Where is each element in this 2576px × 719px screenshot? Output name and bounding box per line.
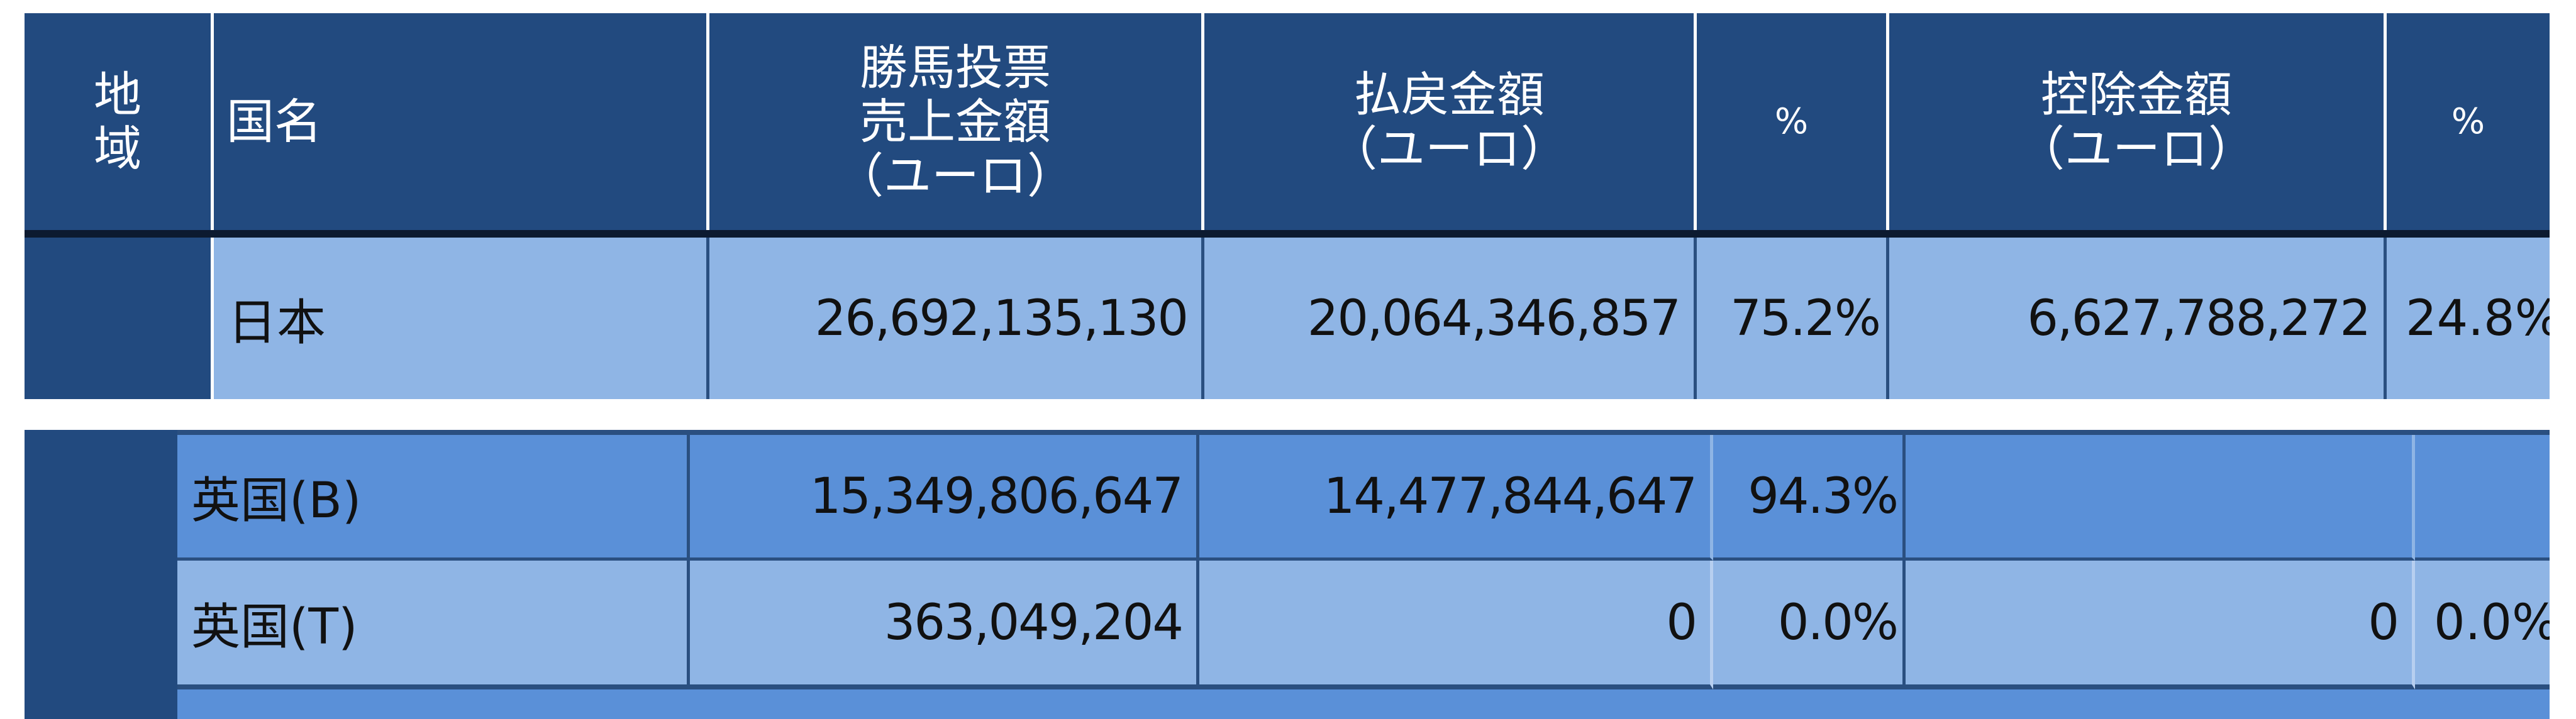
header-payout-line2: （ユーロ） [1330,120,1568,177]
header-sales-line3: （ユーロ） [836,147,1075,204]
region-cell [25,238,214,399]
deduction-pct-value: 0.0% [2434,594,2550,651]
payout-pct-value: 0.0% [1777,594,1899,651]
payout-value: 20,064,346,857 [1307,290,1681,347]
header-payout-line1: 払戻金額 [1353,66,1545,123]
header-country: 国名 [214,13,709,230]
country-name: 英国(B) [191,472,362,529]
table-row-sales: 363,049,204 [690,561,1199,689]
country-name: 日本 [228,294,326,351]
table-row-payout: 0 [1199,561,1713,689]
payout-value: 14,477,844,647 [1323,468,1697,525]
table-row-deduction-pct: 0.0% [2415,561,2550,689]
deduction-value: 0 [2368,594,2399,651]
header-deduction-pct: % [2387,13,2550,230]
sales-value: 363,049,204 [884,594,1184,651]
header-payout-pct: % [1697,13,1889,230]
table-row-payout-pct: 75.2% [1697,238,1889,399]
header-deduction: 控除金額 （ユーロ） [1889,13,2387,230]
header-sales-line2: 売上金額 [860,93,1051,150]
header-region-label: 地域 [94,66,142,177]
header-sales-line1: 勝馬投票 [860,39,1051,96]
table-row-country: 日本 [214,238,709,399]
table-row-country: 英国(T) [177,561,690,689]
sales-value: 26,692,135,130 [814,290,1189,347]
table-row-deduction [1906,435,2415,561]
table-row-payout-pct: 94.3% [1713,435,1906,561]
header-country-label: 国名 [226,93,322,150]
table-row-deduction: 6,627,788,272 [1889,238,2387,399]
header-deduction-line2: （ユーロ） [2017,120,2256,177]
region-cell-bottom [25,430,177,719]
header-payout: 払戻金額 （ユーロ） [1204,13,1697,230]
table-row-country: 英国(B) [177,435,690,561]
sales-value: 15,349,806,647 [809,468,1184,525]
table-row-deduction-pct [2415,435,2550,561]
table-row-deduction-pct: 24.8% [2387,238,2550,399]
header-region: 地域 [25,13,214,230]
table-row-sales: 15,349,806,647 [690,435,1199,561]
deduction-value: 6,627,788,272 [2027,290,2371,347]
header-deduction-pct-label: % [2451,101,2485,142]
table-row-payout-pct: 0.0% [1713,561,1906,689]
country-name: 英国(T) [191,598,358,656]
payout-value: 0 [1666,594,1697,651]
table-row-payout: 20,064,346,857 [1204,238,1697,399]
header-sales: 勝馬投票 売上金額 （ユーロ） [709,13,1204,230]
table-row-partial [177,689,2550,719]
table-row-sales: 26,692,135,130 [709,238,1204,399]
deduction-pct-value: 24.8% [2406,290,2550,347]
row-divider [177,430,2550,435]
header-payout-pct-label: % [1774,101,1809,142]
table-row-deduction: 0 [1906,561,2415,689]
table-row-payout: 14,477,844,647 [1199,435,1713,561]
header-deduction-line1: 控除金額 [2041,66,2232,123]
payout-pct-value: 94.3% [1748,468,1899,525]
header-divider [25,230,2550,238]
payout-pct-value: 75.2% [1730,290,1881,347]
